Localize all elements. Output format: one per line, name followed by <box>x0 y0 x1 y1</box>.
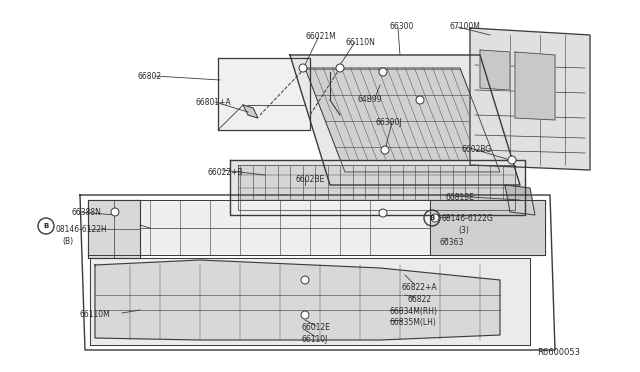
Text: 66110J: 66110J <box>302 335 328 344</box>
Text: 6602BG: 6602BG <box>462 145 492 154</box>
Circle shape <box>416 96 424 104</box>
Circle shape <box>301 311 309 319</box>
Text: B: B <box>429 215 435 221</box>
Text: 66822: 66822 <box>408 295 432 304</box>
Circle shape <box>111 208 119 216</box>
Polygon shape <box>88 200 545 255</box>
Text: 66822+A: 66822+A <box>402 283 438 292</box>
Circle shape <box>301 276 309 284</box>
Text: 66363: 66363 <box>440 238 465 247</box>
Circle shape <box>431 214 439 222</box>
Polygon shape <box>88 200 140 258</box>
Text: 66022+B: 66022+B <box>208 168 244 177</box>
Text: 66021M: 66021M <box>305 32 336 41</box>
Text: 66801+A: 66801+A <box>196 98 232 107</box>
Text: R6600053: R6600053 <box>537 348 580 357</box>
Polygon shape <box>243 105 258 118</box>
Text: 66802: 66802 <box>138 72 162 81</box>
Text: B: B <box>44 223 49 229</box>
Text: 66300: 66300 <box>390 22 414 31</box>
Circle shape <box>379 68 387 76</box>
Text: 66110M: 66110M <box>80 310 111 319</box>
Polygon shape <box>505 185 535 215</box>
Polygon shape <box>238 165 515 210</box>
Polygon shape <box>90 258 530 345</box>
Text: 08146-6122G: 08146-6122G <box>442 214 494 223</box>
Polygon shape <box>218 58 310 130</box>
Text: 6602BE: 6602BE <box>296 175 325 184</box>
Polygon shape <box>230 160 525 215</box>
Text: 66388N: 66388N <box>72 208 102 217</box>
Text: 66834M(RH): 66834M(RH) <box>390 307 438 316</box>
Circle shape <box>508 156 516 164</box>
Text: 66110N: 66110N <box>345 38 375 47</box>
Text: 64B99: 64B99 <box>358 95 383 104</box>
Polygon shape <box>515 52 555 120</box>
Circle shape <box>336 64 344 72</box>
Circle shape <box>381 146 389 154</box>
Text: 08146-6122H: 08146-6122H <box>56 225 108 234</box>
Polygon shape <box>480 50 510 90</box>
Circle shape <box>379 209 387 217</box>
Circle shape <box>299 64 307 72</box>
Polygon shape <box>290 55 520 185</box>
Text: (3): (3) <box>458 226 469 235</box>
Text: (B): (B) <box>62 237 73 246</box>
Polygon shape <box>430 200 545 255</box>
Text: 66300J: 66300J <box>375 118 402 127</box>
Text: 66813E: 66813E <box>446 193 475 202</box>
Text: 66012E: 66012E <box>302 323 331 332</box>
Polygon shape <box>95 260 500 340</box>
Text: 66835M(LH): 66835M(LH) <box>390 318 437 327</box>
Polygon shape <box>305 68 500 172</box>
Text: 67100M: 67100M <box>450 22 481 31</box>
Polygon shape <box>470 28 590 170</box>
